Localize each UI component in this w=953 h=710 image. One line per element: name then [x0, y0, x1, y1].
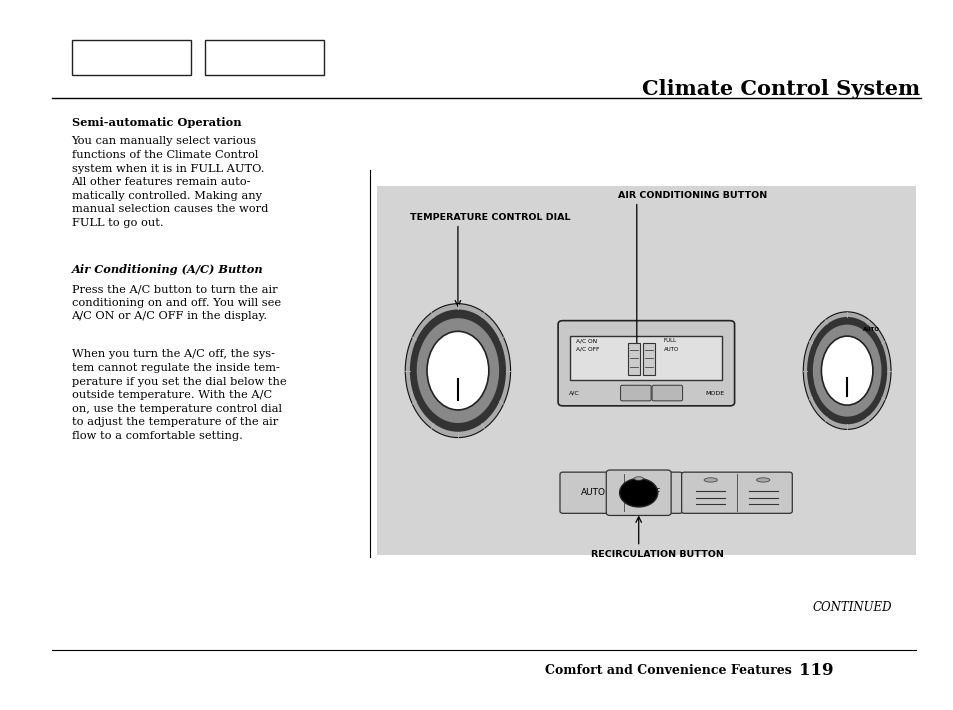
Ellipse shape [416, 318, 498, 423]
FancyBboxPatch shape [606, 470, 670, 515]
Ellipse shape [405, 304, 510, 437]
Ellipse shape [703, 478, 717, 482]
FancyBboxPatch shape [619, 386, 650, 401]
FancyBboxPatch shape [680, 472, 791, 513]
Text: AIR CONDITIONING BUTTON: AIR CONDITIONING BUTTON [618, 191, 766, 200]
Ellipse shape [812, 324, 881, 417]
FancyBboxPatch shape [652, 386, 682, 401]
Text: FULL: FULL [663, 338, 677, 343]
FancyBboxPatch shape [205, 40, 324, 75]
Text: Comfort and Convenience Features: Comfort and Convenience Features [544, 665, 791, 677]
Text: AUTO: AUTO [862, 327, 879, 332]
Ellipse shape [806, 317, 886, 425]
Ellipse shape [427, 332, 488, 410]
Text: AUTO: AUTO [663, 347, 679, 352]
Ellipse shape [821, 336, 872, 405]
Text: When you turn the A/C off, the sys-
tem cannot regulate the inside tem-
perature: When you turn the A/C off, the sys- tem … [71, 349, 286, 441]
Text: Press the A/C button to turn the air
conditioning on and off. You will see
A/C O: Press the A/C button to turn the air con… [71, 284, 280, 321]
FancyBboxPatch shape [627, 343, 639, 376]
Text: OFF: OFF [642, 488, 659, 497]
Text: You can manually select various
functions of the Climate Control
system when it : You can manually select various function… [71, 136, 268, 228]
Text: Climate Control System: Climate Control System [641, 79, 920, 99]
Text: MODE: MODE [704, 391, 723, 395]
FancyBboxPatch shape [642, 343, 655, 376]
Ellipse shape [802, 312, 890, 430]
Text: CONTINUED: CONTINUED [812, 601, 891, 613]
FancyBboxPatch shape [71, 40, 191, 75]
Ellipse shape [756, 478, 769, 482]
Text: AUTO: AUTO [580, 488, 605, 497]
FancyBboxPatch shape [558, 321, 734, 406]
Ellipse shape [633, 477, 642, 480]
Text: 119: 119 [799, 662, 833, 679]
FancyBboxPatch shape [570, 336, 721, 380]
Text: Semi-automatic Operation: Semi-automatic Operation [71, 117, 241, 128]
Circle shape [618, 479, 657, 507]
Text: RECIRCULATION BUTTON: RECIRCULATION BUTTON [590, 550, 723, 559]
Text: TEMPERATURE CONTROL DIAL: TEMPERATURE CONTROL DIAL [410, 212, 570, 222]
Text: A/C OFF: A/C OFF [576, 347, 599, 352]
Ellipse shape [410, 310, 505, 432]
Text: Air Conditioning (A/C) Button: Air Conditioning (A/C) Button [71, 264, 263, 275]
FancyBboxPatch shape [376, 186, 915, 555]
Text: A/C: A/C [568, 391, 578, 395]
FancyBboxPatch shape [559, 472, 681, 513]
Text: A/C ON: A/C ON [576, 339, 597, 344]
